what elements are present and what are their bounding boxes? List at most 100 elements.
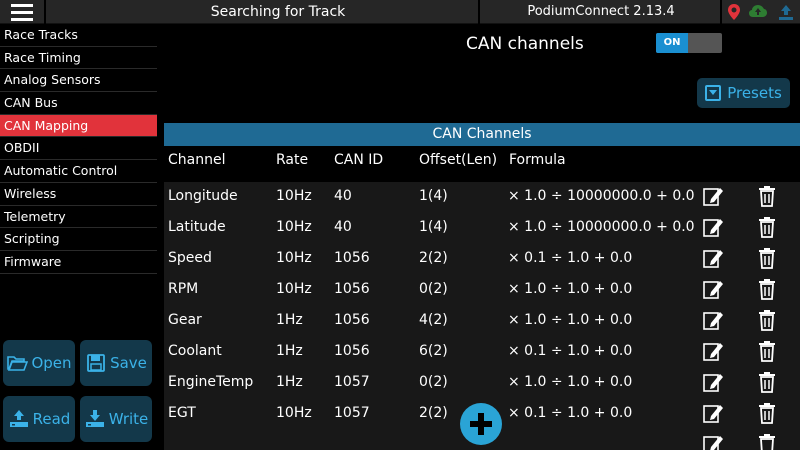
dropdown-box-icon [705, 85, 722, 101]
edit-icon[interactable] [702, 371, 724, 393]
page-title: Searching for Track [210, 4, 346, 20]
cell-offset: 2(2) [419, 405, 448, 421]
presets-label: Presets [727, 84, 782, 102]
edit-icon[interactable] [702, 402, 724, 424]
write-button[interactable]: Write [80, 396, 152, 442]
table-row: Gear 1Hz 1056 4(2) × 1.0 ÷ 1.0 + 0.0 [164, 306, 800, 337]
cell-offset: 6(2) [419, 343, 448, 359]
location-pin-icon[interactable] [724, 2, 744, 22]
presets-button[interactable]: Presets [697, 78, 790, 108]
cell-can-id: 1056 [334, 281, 370, 297]
trash-icon[interactable] [756, 371, 778, 393]
cell-rate: 10Hz [276, 219, 312, 235]
trash-icon[interactable] [756, 402, 778, 424]
add-channel-button[interactable] [460, 403, 502, 445]
cell-rate: 10Hz [276, 188, 312, 204]
cell-can-id: 40 [334, 219, 352, 235]
cell-offset: 0(2) [419, 374, 448, 390]
table-row: Latitude 10Hz 40 1(4) × 1.0 ÷ 10000000.0… [164, 213, 800, 244]
cell-channel: EngineTemp [168, 374, 254, 390]
table-row: Speed 10Hz 1056 2(2) × 0.1 ÷ 1.0 + 0.0 [164, 244, 800, 275]
cell-rate: 10Hz [276, 281, 312, 297]
cell-offset: 4(2) [419, 312, 448, 328]
trash-icon[interactable] [756, 340, 778, 362]
edit-icon[interactable] [702, 433, 724, 450]
cell-formula: × 1.0 ÷ 10000000.0 + 0.0 [508, 188, 695, 204]
write-label: Write [108, 410, 149, 428]
sidebar-item-race-timing[interactable]: Race Timing [0, 46, 157, 70]
cell-can-id: 1057 [334, 374, 370, 390]
cell-rate: 1Hz [276, 374, 303, 390]
cell-formula: × 1.0 ÷ 1.0 + 0.0 [508, 281, 633, 297]
table-row-partial [164, 430, 800, 450]
edit-icon[interactable] [702, 278, 724, 300]
edit-icon[interactable] [702, 247, 724, 269]
column-header-channel: Channel [168, 152, 226, 168]
trash-icon[interactable] [756, 309, 778, 331]
cell-channel: Coolant [168, 343, 222, 359]
trash-icon[interactable] [756, 185, 778, 207]
sidebar-nav: Race Tracks Race Timing Analog Sensors C… [0, 24, 157, 274]
cell-rate: 1Hz [276, 343, 303, 359]
sidebar-item-can-mapping[interactable]: CAN Mapping [0, 114, 157, 138]
device-upload-icon [9, 410, 28, 427]
sidebar-item-obdii[interactable]: OBDII [0, 137, 157, 161]
sidebar-item-wireless[interactable]: Wireless [0, 182, 157, 206]
trash-icon[interactable] [756, 216, 778, 238]
divider [44, 0, 46, 24]
column-header-formula: Formula [509, 152, 566, 168]
column-header-can-id: CAN ID [334, 152, 384, 168]
sidebar-item-analog-sensors[interactable]: Analog Sensors [0, 69, 157, 93]
cell-can-id: 1056 [334, 250, 370, 266]
edit-icon[interactable] [702, 309, 724, 331]
open-button[interactable]: Open [3, 340, 75, 386]
cell-formula: × 0.1 ÷ 1.0 + 0.0 [508, 250, 633, 266]
cell-channel: Latitude [168, 219, 226, 235]
save-label: Save [110, 354, 147, 372]
read-button[interactable]: Read [3, 396, 75, 442]
table-row: Longitude 10Hz 40 1(4) × 1.0 ÷ 10000000.… [164, 182, 800, 213]
top-bar: Searching for Track PodiumConnect 2.13.4 [0, 0, 800, 24]
folder-open-icon [7, 356, 29, 371]
trash-icon[interactable] [756, 247, 778, 269]
cell-offset: 2(2) [419, 250, 448, 266]
table-row: EngineTemp 1Hz 1057 0(2) × 1.0 ÷ 1.0 + 0… [164, 368, 800, 399]
sidebar-item-firmware[interactable]: Firmware [0, 250, 157, 274]
divider [478, 0, 480, 24]
cell-channel: Gear [168, 312, 202, 328]
cell-can-id: 1057 [334, 405, 370, 421]
cell-offset: 1(4) [419, 219, 448, 235]
cell-rate: 1Hz [276, 312, 303, 328]
cell-formula: × 1.0 ÷ 10000000.0 + 0.0 [508, 219, 695, 235]
cell-offset: 1(4) [419, 188, 448, 204]
table-row: RPM 10Hz 1056 0(2) × 1.0 ÷ 1.0 + 0.0 [164, 275, 800, 306]
trash-icon[interactable] [756, 278, 778, 300]
device-download-icon [85, 410, 104, 427]
cell-formula: × 1.0 ÷ 1.0 + 0.0 [508, 312, 633, 328]
edit-icon[interactable] [702, 340, 724, 362]
cloud-upload-icon[interactable] [748, 2, 768, 22]
upload-icon[interactable] [776, 2, 796, 22]
menu-icon[interactable] [0, 0, 44, 24]
trash-icon[interactable] [756, 433, 778, 450]
toggle-on-label: ON [656, 33, 688, 53]
sidebar-item-can-bus[interactable]: CAN Bus [0, 92, 157, 115]
save-button[interactable]: Save [80, 340, 152, 386]
sidebar-item-automatic-control[interactable]: Automatic Control [0, 160, 157, 183]
cell-offset: 0(2) [419, 281, 448, 297]
cell-formula: × 0.1 ÷ 1.0 + 0.0 [508, 343, 633, 359]
cell-rate: 10Hz [276, 405, 312, 421]
edit-icon[interactable] [702, 216, 724, 238]
table-row: Coolant 1Hz 1056 6(2) × 0.1 ÷ 1.0 + 0.0 [164, 337, 800, 368]
edit-icon[interactable] [702, 185, 724, 207]
can-enable-toggle[interactable]: ON [656, 33, 722, 53]
cell-can-id: 1056 [334, 312, 370, 328]
sidebar-item-race-tracks[interactable]: Race Tracks [0, 24, 157, 47]
open-label: Open [31, 354, 72, 372]
sidebar-item-scripting[interactable]: Scripting [0, 228, 157, 251]
app-version: PodiumConnect 2.13.4 [527, 4, 675, 19]
sidebar-item-telemetry[interactable]: Telemetry [0, 205, 157, 229]
cell-channel: Speed [168, 250, 212, 266]
cell-rate: 10Hz [276, 250, 312, 266]
cell-channel: RPM [168, 281, 199, 297]
